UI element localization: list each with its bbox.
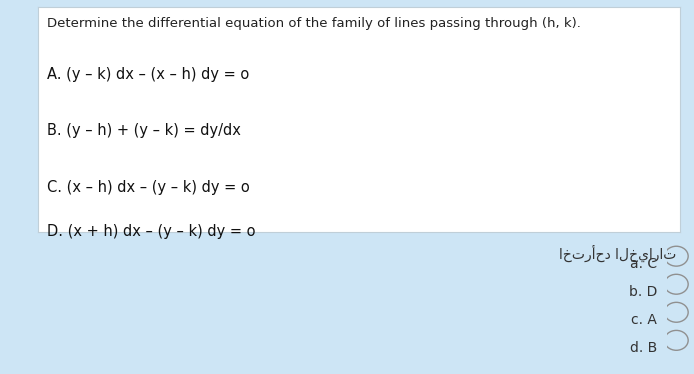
Text: C. (x – h) dx – (y – k) dy = o: C. (x – h) dx – (y – k) dy = o [47,180,250,194]
Text: b. D: b. D [629,285,657,299]
Text: A. (y – k) dx – (x – h) dy = o: A. (y – k) dx – (x – h) dy = o [47,67,249,82]
Text: d. B: d. B [630,341,657,355]
Text: اخترأحد الخيارات: اخترأحد الخيارات [559,245,677,262]
Text: B. (y – h) + (y – k) = dy/dx: B. (y – h) + (y – k) = dy/dx [47,123,241,138]
Text: c. A: c. A [632,313,657,327]
Text: a. C: a. C [630,257,657,271]
Text: D. (x + h) dx – (y – k) dy = o: D. (x + h) dx – (y – k) dy = o [47,224,255,239]
Text: Determine the differential equation of the family of lines passing through (h, k: Determine the differential equation of t… [47,17,581,30]
